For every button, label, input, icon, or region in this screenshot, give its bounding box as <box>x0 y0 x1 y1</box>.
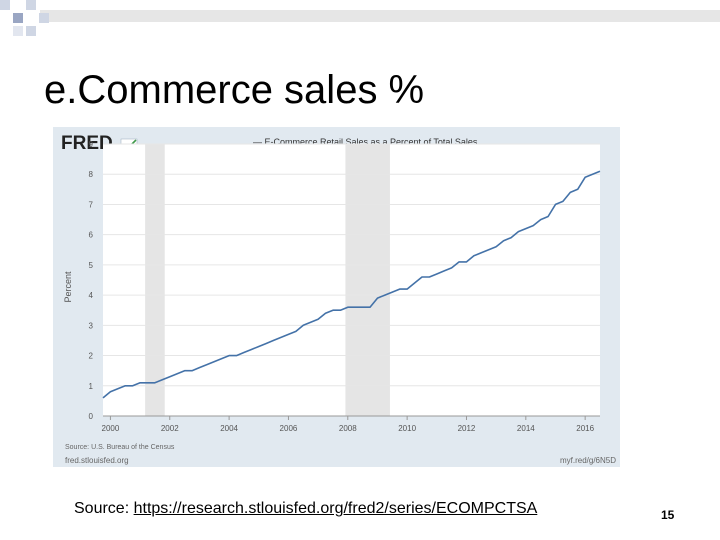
x-tick-label: 2010 <box>398 424 416 433</box>
chart-svg: FRED — E-Commerce Retail Sales as a Perc… <box>61 133 616 465</box>
x-tick-label: 2004 <box>220 424 238 433</box>
header-square <box>39 13 49 23</box>
x-tick-label: 2000 <box>102 424 120 433</box>
header-square <box>0 0 10 10</box>
y-tick-label: 2 <box>89 352 94 361</box>
header-square <box>26 0 36 10</box>
y-tick-label: 0 <box>89 412 94 421</box>
y-axis-ticks: 0 1 2 3 4 5 6 7 8 9 <box>89 140 94 421</box>
slide-source: Source: https://research.stlouisfed.org/… <box>74 500 537 518</box>
page-number: 15 <box>661 508 675 522</box>
site-name: fred.stlouisfed.org <box>65 456 129 465</box>
x-tick-label: 2002 <box>161 424 179 433</box>
y-tick-label: 3 <box>89 321 94 330</box>
y-tick-label: 6 <box>89 231 94 240</box>
y-tick-label: 5 <box>89 261 94 270</box>
y-axis-label: Percent <box>63 271 73 303</box>
header-band <box>40 10 720 22</box>
x-axis-ticks: 2000 2002 2004 2006 2008 2010 2012 2014 2016 <box>102 415 600 433</box>
slide-title: e.Commerce sales % <box>44 68 425 112</box>
y-tick-label: 8 <box>89 170 94 179</box>
header-decoration <box>0 0 720 36</box>
fred-chart: FRED — E-Commerce Retail Sales as a Perc… <box>53 127 620 467</box>
recession-band <box>145 144 165 416</box>
recession-band <box>345 144 390 416</box>
x-tick-label: 2008 <box>339 424 357 433</box>
x-tick-label: 2012 <box>458 424 476 433</box>
x-tick-label: 2014 <box>517 424 535 433</box>
legend-label: — E-Commerce Retail Sales as a Percent o… <box>253 137 478 147</box>
source-link[interactable]: https://research.stlouisfed.org/fred2/se… <box>133 500 538 517</box>
short-link: myf.red/g/6N5D <box>560 456 616 465</box>
y-tick-label: 4 <box>89 291 94 300</box>
header-square <box>13 26 23 36</box>
source-label: Source: <box>74 500 134 517</box>
recession-shading <box>145 144 390 416</box>
fred-logo-text: FRED <box>61 133 113 154</box>
header-square <box>26 26 36 36</box>
x-tick-label: 2016 <box>576 424 594 433</box>
header-square <box>13 13 23 23</box>
y-tick-label: 1 <box>89 382 94 391</box>
series-lines <box>102 170 601 399</box>
source-note: Source: U.S. Bureau of the Census <box>65 444 175 451</box>
x-tick-label: 2006 <box>280 424 298 433</box>
y-tick-label: 7 <box>89 200 94 209</box>
series-line-ecommerce <box>102 170 601 399</box>
y-tick-label: 9 <box>89 140 94 149</box>
